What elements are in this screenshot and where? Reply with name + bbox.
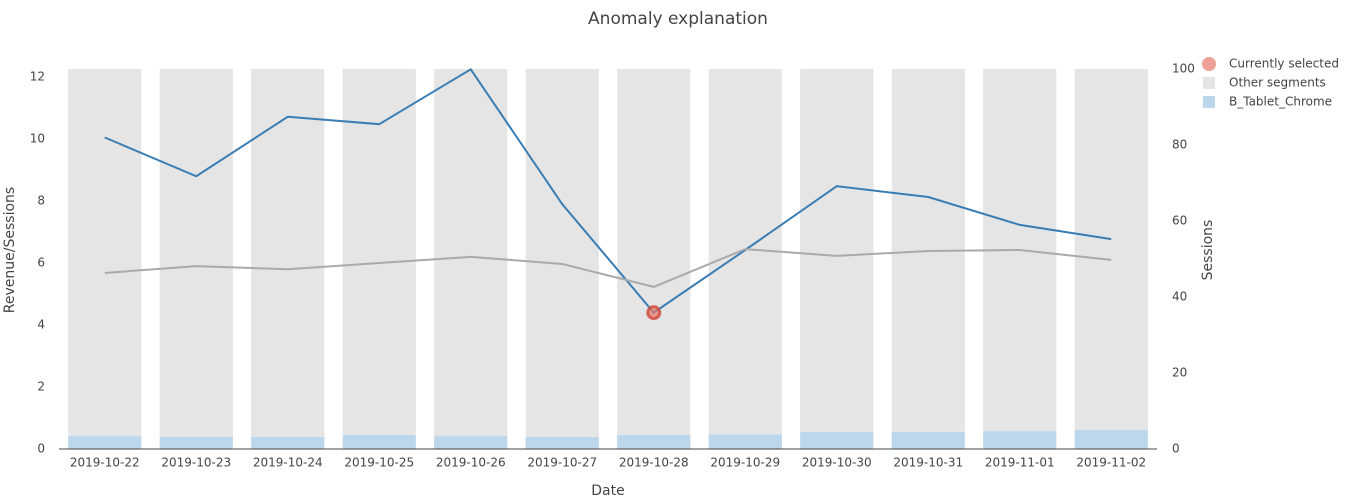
- legend-marker: [1203, 96, 1215, 108]
- x-tick-label: 2019-10-27: [527, 456, 597, 470]
- bar: [342, 434, 416, 449]
- y2-axis-title: Sessions: [1200, 220, 1216, 281]
- x-tick-label: 2019-10-29: [710, 456, 780, 470]
- bar: [434, 436, 508, 449]
- bar: [434, 69, 508, 437]
- line: [104, 67, 1112, 314]
- bar: [800, 69, 874, 432]
- x-tick-label: 2019-10-23: [161, 456, 231, 470]
- y2-tick-label: 100: [1172, 62, 1195, 76]
- bar: [525, 436, 599, 449]
- y-tick-label: 12: [30, 70, 45, 84]
- x-tick-label: 2019-10-26: [436, 456, 506, 470]
- x-tick-label: 2019-10-22: [70, 456, 140, 470]
- y2-tick-label: 80: [1172, 138, 1187, 152]
- x-tick-label: 2019-10-31: [893, 456, 963, 470]
- legend-marker: [1202, 57, 1216, 71]
- legend-label: Currently selected: [1229, 57, 1339, 71]
- bar: [68, 69, 142, 437]
- x-tick-label: 2019-10-25: [344, 456, 414, 470]
- y-tick-label: 2: [37, 380, 45, 394]
- legend-marker: [1203, 77, 1215, 89]
- y2-tick-label: 60: [1172, 214, 1187, 228]
- bar: [617, 434, 691, 449]
- legend-label: B_Tablet_Chrome: [1229, 95, 1332, 109]
- legend-label: Other segments: [1229, 76, 1326, 90]
- chart-title: Anomaly explanation: [588, 9, 768, 29]
- bar: [983, 431, 1057, 449]
- selected-point: [646, 305, 662, 321]
- bar: [251, 436, 325, 449]
- x-tick-label: 2019-10-28: [619, 456, 689, 470]
- bar: [342, 69, 416, 435]
- bar: [800, 431, 874, 449]
- bar: [525, 69, 599, 437]
- bar: [617, 69, 691, 435]
- bar: [159, 69, 233, 437]
- bar: [1074, 430, 1148, 449]
- x-tick-label: 2019-11-02: [1076, 456, 1146, 470]
- x-tick-label: 2019-11-01: [985, 456, 1055, 470]
- bar: [708, 434, 782, 449]
- y-axis-title: Revenue/Sessions: [2, 187, 18, 313]
- y-tick-label: 0: [37, 442, 45, 456]
- y-tick-label: 6: [37, 256, 45, 270]
- line: [104, 248, 1112, 288]
- x-tick-label: 2019-10-30: [802, 456, 872, 470]
- bar: [251, 69, 325, 437]
- bar: [68, 436, 142, 449]
- bar: [1074, 69, 1148, 430]
- y2-tick-label: 20: [1172, 366, 1187, 380]
- y-tick-label: 8: [37, 194, 45, 208]
- y-tick-label: 4: [37, 318, 45, 332]
- bar: [159, 436, 233, 449]
- y2-tick-label: 0: [1172, 442, 1180, 456]
- x-tick-label: 2019-10-24: [253, 456, 323, 470]
- y2-tick-label: 40: [1172, 290, 1187, 304]
- y-tick-label: 10: [30, 132, 45, 146]
- bar: [891, 431, 965, 449]
- x-axis-title: Date: [591, 483, 624, 499]
